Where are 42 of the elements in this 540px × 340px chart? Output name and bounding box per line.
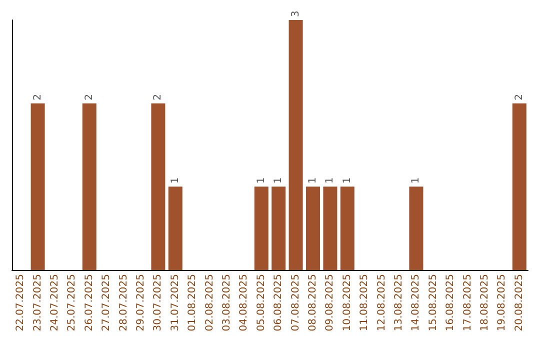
x-tick-label: 06.08.2025 bbox=[273, 274, 284, 332]
x-tick-label: 19.08.2025 bbox=[496, 274, 508, 332]
x-tick-label: 12.08.2025 bbox=[376, 274, 388, 332]
x-tick-label: 02.08.2025 bbox=[204, 274, 216, 332]
x-tick-label: 22.07.2025 bbox=[15, 274, 26, 332]
x-tick-label: 09.08.2025 bbox=[324, 274, 336, 332]
x-tick-label: 27.07.2025 bbox=[101, 274, 112, 332]
x-tick-label: 07.08.2025 bbox=[290, 274, 302, 332]
x-tick-label: 04.08.2025 bbox=[238, 274, 250, 332]
data-label: 1 bbox=[308, 177, 318, 184]
data-label: 1 bbox=[170, 177, 181, 184]
x-tick-label: 30.07.2025 bbox=[152, 274, 164, 332]
x-tick-label: 29.07.2025 bbox=[136, 274, 146, 332]
x-tick-label: 13.08.2025 bbox=[394, 274, 404, 332]
x-tick-label: 31.07.2025 bbox=[170, 274, 181, 332]
x-tick-label: 11.08.2025 bbox=[359, 274, 370, 332]
x-tick-label: 25.07.2025 bbox=[66, 274, 78, 332]
data-label: 2 bbox=[32, 94, 44, 100]
data-label: 2 bbox=[84, 94, 95, 100]
x-tick-label: 03.08.2025 bbox=[222, 274, 232, 332]
x-tick-label: 05.08.2025 bbox=[256, 274, 267, 332]
data-label: 2 bbox=[514, 94, 525, 100]
x-tick-label: 14.08.2025 bbox=[410, 274, 422, 332]
data-label: 3 bbox=[290, 10, 302, 17]
data-label: 2 bbox=[152, 94, 164, 100]
x-tick-label: 28.07.2025 bbox=[118, 274, 130, 332]
data-label: 1 bbox=[256, 177, 267, 184]
x-tick-label: 08.08.2025 bbox=[308, 274, 318, 332]
x-tick-label: 15.08.2025 bbox=[428, 274, 439, 332]
x-tick-label: 01.08.2025 bbox=[187, 274, 198, 332]
data-label: 1 bbox=[410, 177, 422, 184]
data-label: 1 bbox=[273, 177, 284, 184]
x-tick-label: 26.07.2025 bbox=[84, 274, 95, 332]
x-tick-label: 23.07.2025 bbox=[32, 274, 44, 332]
x-tick-label: 24.07.2025 bbox=[50, 274, 60, 332]
x-tick-label: 18.08.2025 bbox=[480, 274, 490, 332]
x-tick-label: 20.08.2025 bbox=[514, 274, 525, 332]
x-tick-label: 17.08.2025 bbox=[462, 274, 474, 332]
x-tick-label: 10.08.2025 bbox=[342, 274, 353, 332]
data-label: 1 bbox=[324, 177, 336, 184]
data-label: 1 bbox=[342, 177, 353, 184]
x-tick-label: 16.08.2025 bbox=[445, 274, 456, 332]
